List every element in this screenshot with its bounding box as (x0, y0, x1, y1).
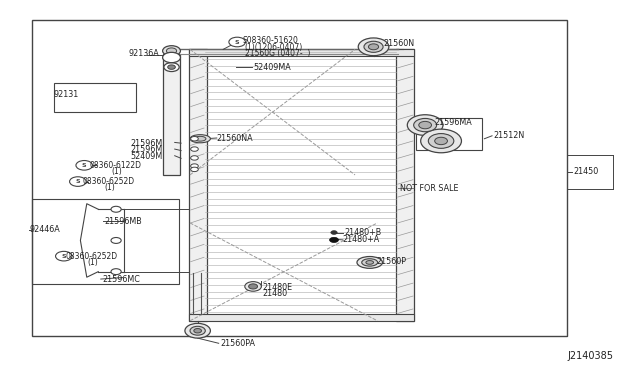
Text: 92131: 92131 (54, 90, 79, 99)
Ellipse shape (366, 260, 374, 264)
Circle shape (168, 65, 175, 69)
Text: S: S (82, 163, 86, 168)
Circle shape (164, 62, 179, 71)
Circle shape (407, 115, 443, 135)
Text: 08360-6252D: 08360-6252D (65, 251, 117, 261)
Circle shape (419, 121, 431, 129)
Text: NOT FOR SALE: NOT FOR SALE (399, 184, 458, 193)
Text: S: S (235, 39, 239, 45)
Text: 21480: 21480 (262, 289, 288, 298)
Text: 21560G (0407-  ): 21560G (0407- ) (245, 49, 310, 58)
Text: 21560P: 21560P (376, 257, 406, 266)
Circle shape (331, 231, 337, 234)
Bar (32, 20, 567, 336)
Circle shape (191, 164, 198, 168)
Text: 21450: 21450 (573, 167, 598, 176)
Text: 08360-6122D: 08360-6122D (90, 161, 141, 170)
Text: 21560NA: 21560NA (217, 134, 253, 142)
Text: 21596M: 21596M (130, 145, 163, 154)
Text: S: S (61, 254, 66, 259)
Circle shape (330, 237, 339, 243)
Circle shape (166, 48, 177, 54)
Circle shape (245, 282, 261, 291)
Text: (1): (1) (88, 258, 98, 267)
Circle shape (111, 269, 121, 275)
Text: 92136A: 92136A (129, 49, 159, 58)
Circle shape (56, 251, 72, 261)
Circle shape (420, 129, 461, 153)
Circle shape (229, 37, 246, 47)
Bar (163, 54, 180, 175)
Text: 21596M: 21596M (130, 139, 163, 148)
Bar (189, 49, 414, 56)
Text: 92446A: 92446A (29, 225, 60, 234)
Circle shape (428, 134, 454, 148)
Circle shape (111, 206, 121, 212)
Circle shape (111, 237, 121, 243)
Text: 52409MA: 52409MA (253, 62, 291, 72)
Circle shape (369, 44, 379, 50)
Text: 21596MB: 21596MB (104, 217, 142, 226)
Text: (1): (1) (111, 167, 122, 176)
Text: S: S (76, 179, 80, 184)
Text: (1): (1) (104, 183, 115, 192)
Ellipse shape (190, 135, 211, 143)
Circle shape (191, 167, 198, 171)
Circle shape (191, 137, 198, 141)
Bar (54, 83, 136, 112)
Text: 21512N: 21512N (493, 131, 525, 140)
Ellipse shape (362, 259, 378, 266)
Text: J2140385: J2140385 (567, 351, 613, 361)
Circle shape (190, 326, 205, 335)
Circle shape (248, 284, 257, 289)
Ellipse shape (357, 257, 383, 268)
Text: 21560N: 21560N (384, 39, 415, 48)
Text: S08360-51620: S08360-51620 (243, 36, 298, 45)
Text: 21596MC: 21596MC (102, 275, 140, 283)
Text: (1)(1206-0407): (1)(1206-0407) (245, 43, 303, 52)
Bar (32, 199, 179, 284)
Bar (396, 49, 414, 321)
Text: 21480+B: 21480+B (344, 228, 381, 237)
Text: 21560PA: 21560PA (220, 339, 255, 348)
Circle shape (191, 156, 198, 160)
Circle shape (413, 118, 436, 132)
Circle shape (435, 137, 447, 145)
Circle shape (70, 177, 86, 186)
Text: 21596MA: 21596MA (435, 118, 472, 127)
Bar (189, 314, 414, 321)
Circle shape (185, 323, 211, 338)
Circle shape (76, 161, 93, 170)
Circle shape (163, 52, 180, 62)
Text: 52409M: 52409M (130, 152, 163, 161)
Circle shape (364, 41, 383, 52)
Text: 21480+A: 21480+A (342, 235, 380, 244)
Text: 08360-6252D: 08360-6252D (83, 177, 135, 186)
Circle shape (194, 328, 202, 333)
Circle shape (163, 46, 180, 56)
Bar (415, 118, 483, 150)
Text: 21480E: 21480E (262, 283, 292, 292)
Bar (189, 49, 207, 321)
Circle shape (358, 38, 389, 56)
Circle shape (191, 147, 198, 151)
Ellipse shape (195, 137, 206, 141)
